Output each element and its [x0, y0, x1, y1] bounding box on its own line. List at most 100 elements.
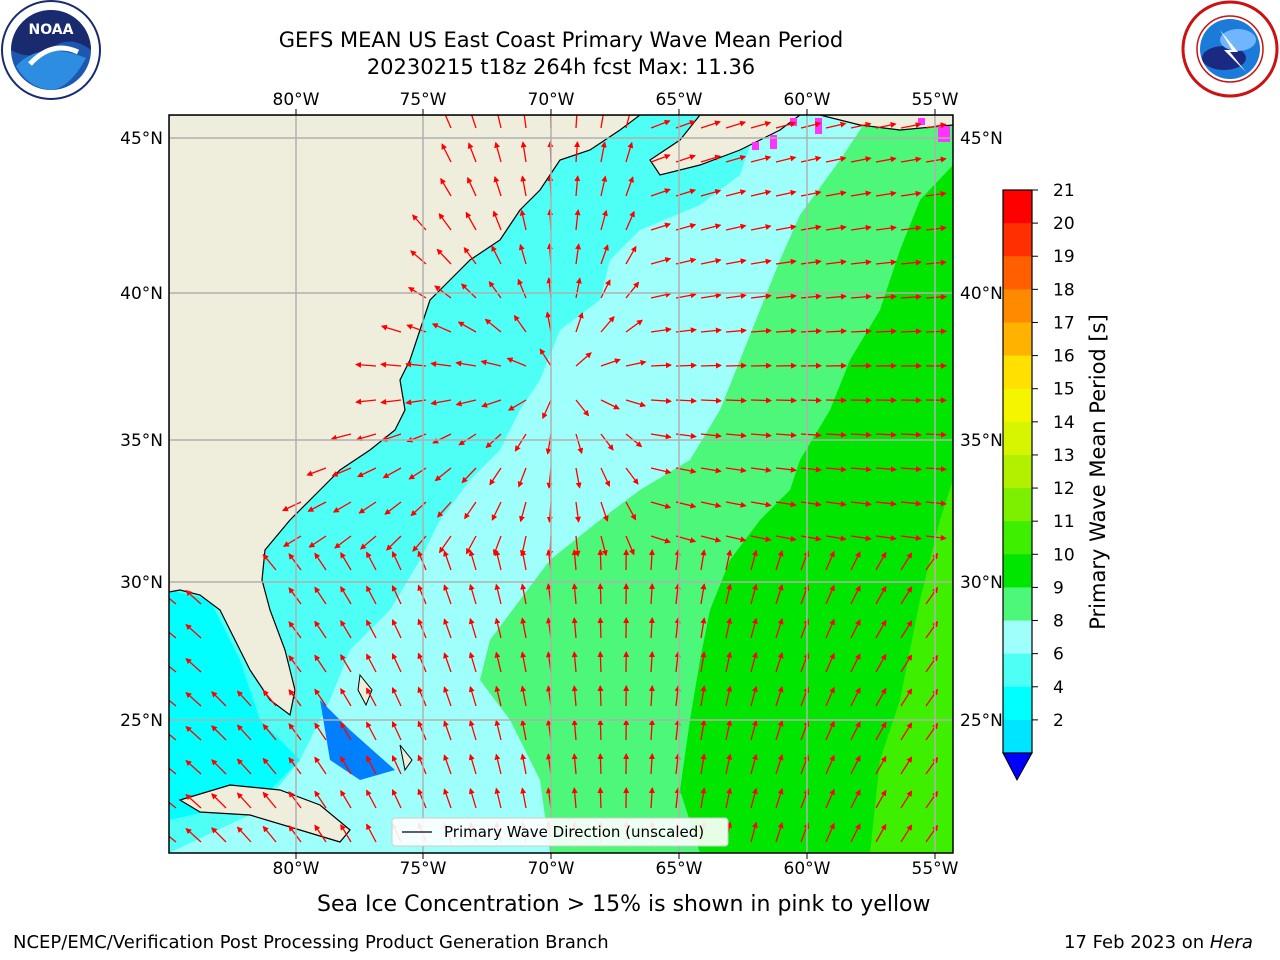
wave-arrow — [825, 754, 835, 775]
wave-arrow — [494, 549, 502, 571]
wave-arrow — [800, 466, 822, 473]
wave-arrow — [494, 753, 502, 775]
wave-arrow — [625, 176, 634, 197]
wave-arrow — [236, 792, 252, 809]
wave-arrow — [391, 754, 402, 775]
colorbar-tick-label: 15 — [1053, 380, 1075, 400]
wave-arrow — [571, 617, 578, 639]
wave-arrow — [650, 188, 671, 197]
wave-arrow — [600, 358, 621, 367]
wave-arrow — [650, 535, 671, 544]
wave-arrow — [700, 362, 722, 369]
wave-arrow — [625, 501, 637, 521]
lon-label: 65°W — [656, 859, 703, 879]
wave-arrow — [434, 285, 452, 299]
wave-arrow — [430, 399, 452, 406]
wave-arrow — [750, 258, 772, 265]
wave-arrow — [800, 431, 822, 438]
wave-arrow — [597, 549, 604, 571]
wave-arrow — [211, 691, 227, 707]
wave-arrow — [494, 583, 502, 605]
wave-arrow — [850, 224, 872, 231]
wave-arrow — [674, 617, 681, 639]
wave-arrow — [288, 621, 302, 639]
colorbar-tick-label: 16 — [1053, 347, 1075, 367]
wave-arrow — [355, 398, 377, 405]
wave-arrow — [520, 787, 527, 809]
wave-arrow — [650, 154, 671, 163]
wave-arrow — [725, 549, 733, 571]
land-north-america — [169, 115, 641, 717]
wave-arrow — [825, 328, 847, 335]
wave-arrow — [434, 467, 452, 482]
wave-arrow — [648, 685, 655, 707]
wave-arrow — [513, 314, 527, 333]
map-frame — [168, 114, 954, 854]
wave-arrow — [850, 551, 861, 571]
colorbar-cell — [1003, 587, 1032, 622]
wave-arrow — [571, 719, 578, 741]
lat-label: 45°N — [120, 129, 163, 149]
wave-arrow — [391, 788, 402, 809]
wave-arrow — [417, 754, 427, 775]
wave-arrow — [875, 293, 897, 300]
wave-arrow — [417, 652, 427, 673]
wave-arrow — [597, 651, 604, 673]
wave-arrow — [725, 535, 747, 543]
wave-arrow — [775, 328, 797, 335]
wave-arrow — [625, 115, 631, 129]
wave-arrow — [571, 651, 578, 673]
wave-arrow — [850, 156, 872, 163]
wave-arrow — [355, 433, 377, 442]
graticule — [169, 115, 953, 853]
wave-arrow — [366, 687, 377, 707]
wave-arrow — [800, 121, 822, 129]
wave-arrow — [597, 583, 604, 605]
wave-arrow — [900, 586, 913, 605]
wave-arrow — [497, 115, 502, 129]
wave-arrow — [600, 501, 609, 522]
wave-arrow — [443, 550, 452, 571]
wave-arrow — [625, 281, 640, 299]
colorbar-cell — [1003, 686, 1032, 721]
wave-arrow — [700, 719, 707, 741]
wave-arrow — [468, 617, 477, 639]
colorbar-extend-triangle — [1002, 752, 1033, 782]
wave-arrow — [700, 583, 707, 605]
colorbar-tick-label: 20 — [1053, 214, 1075, 234]
wave-arrow — [725, 583, 733, 605]
wave-arrow — [288, 655, 302, 673]
wave-arrow — [366, 823, 377, 843]
colorbar-cell — [1003, 388, 1032, 423]
colorbar-cell — [1003, 719, 1032, 754]
wave-arrow — [438, 535, 452, 554]
wave-arrow — [442, 115, 452, 129]
wave-arrow — [750, 753, 758, 775]
wave-arrow — [518, 243, 527, 265]
wave-arrow — [340, 653, 352, 673]
wave-arrow — [850, 190, 872, 197]
wave-arrow — [875, 328, 897, 335]
lon-label: 55°W — [912, 90, 959, 110]
wave-arrow — [417, 788, 427, 809]
wave-arrow — [825, 618, 835, 639]
wave-arrow — [700, 787, 707, 809]
wave-arrow — [900, 824, 913, 843]
wave-arrow — [625, 319, 643, 333]
wave-arrow — [875, 789, 887, 809]
wave-arrow — [725, 651, 733, 673]
wave-arrow — [412, 214, 427, 231]
wave-arrow — [262, 553, 277, 571]
lon-label: 55°W — [912, 859, 959, 879]
lon-label: 75°W — [400, 859, 447, 879]
wave-arrow — [775, 652, 784, 673]
wave-arrow — [775, 584, 784, 605]
wave-arrow — [775, 720, 784, 741]
wave-arrow — [900, 790, 913, 809]
wave-arrow — [366, 585, 377, 605]
wave-arrow — [600, 141, 607, 163]
wave-arrow — [489, 467, 502, 486]
wave-arrow — [674, 583, 681, 605]
wave-arrow — [650, 222, 672, 231]
wave-arrow — [725, 685, 733, 707]
